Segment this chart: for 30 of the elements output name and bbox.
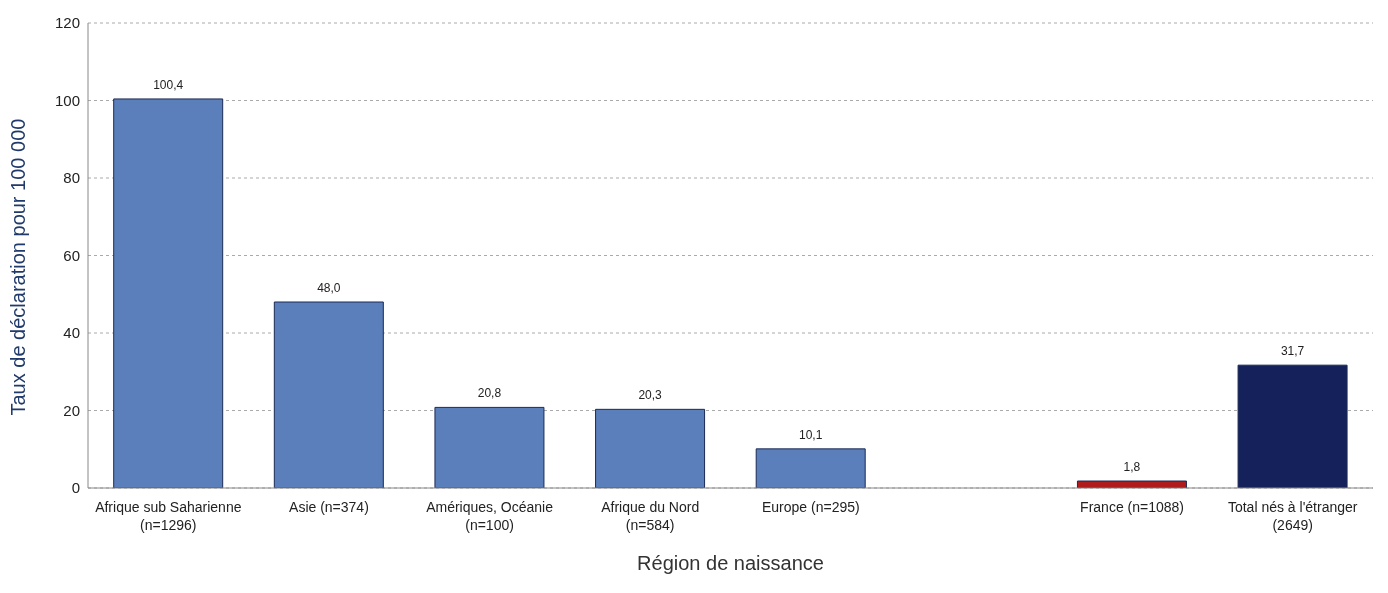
data-label: 20,8: [477, 386, 502, 401]
data-label: 100,4: [153, 77, 184, 92]
x-tick-label: Amériques, Océanie (n=100): [426, 499, 554, 533]
data-label: 48,0: [317, 281, 341, 295]
x-tick-label: Afrique sub Saharienne (n=1296): [95, 499, 242, 533]
bar: [1076, 480, 1187, 488]
y-tick-label: 20: [63, 401, 80, 419]
y-tick-label: 60: [63, 246, 80, 264]
x-tick-label: Europe (n=295): [761, 499, 860, 515]
y-tick-label: 120: [54, 14, 80, 32]
y-axis-title: Taux de déclaration pour 100 000: [7, 118, 30, 416]
data-label: 31,7: [1280, 344, 1305, 359]
y-tick-label: 80: [63, 169, 80, 187]
bar: [755, 448, 866, 488]
data-label: 20,3: [638, 388, 663, 403]
bar: [434, 406, 545, 488]
bar: [273, 301, 384, 488]
bar: [113, 98, 224, 488]
x-tick-label: Total nés à l'étranger (2649): [1227, 499, 1358, 533]
x-tick-label: Afrique du Nord (n=584): [601, 499, 700, 533]
data-label: 10,1: [799, 427, 823, 442]
bar: [595, 408, 706, 488]
y-tick-label: 100: [54, 91, 80, 109]
data-label: 1,8: [1123, 460, 1141, 475]
bar: [1237, 364, 1348, 488]
y-tick-label: 0: [71, 479, 80, 497]
x-axis-title: Région de naissance: [637, 552, 824, 574]
x-tick-label: France (n=1088): [1080, 499, 1185, 515]
y-tick-label: 40: [63, 324, 80, 342]
x-tick-label: Asie (n=374): [289, 499, 369, 515]
